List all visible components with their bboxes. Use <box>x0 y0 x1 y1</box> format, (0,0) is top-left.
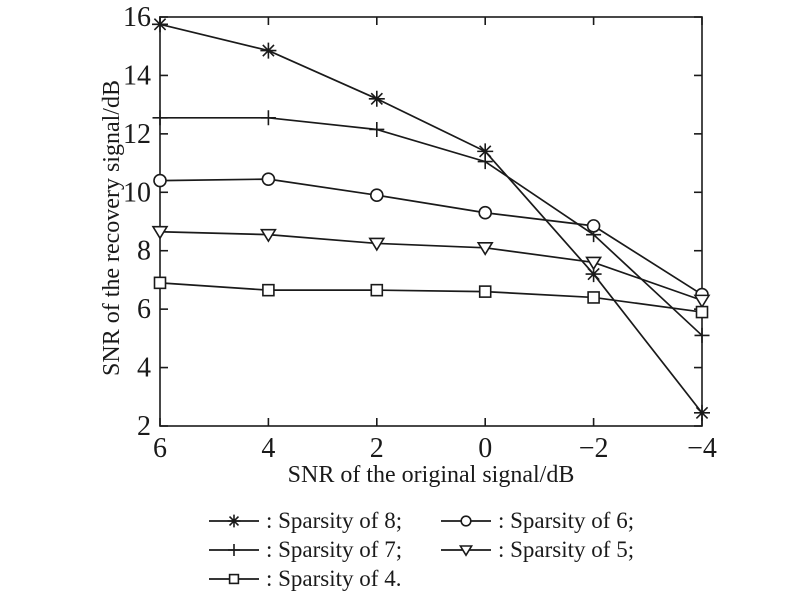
marker-square <box>370 283 384 297</box>
marker-triangle-down <box>368 237 386 252</box>
marker-asterisk <box>152 16 168 33</box>
y-tick-label: 12 <box>123 119 151 150</box>
axes-box <box>159 16 703 427</box>
marker-square <box>262 283 275 297</box>
marker-asterisk <box>694 404 710 421</box>
y-tick-label: 2 <box>137 411 151 442</box>
x-tick-label: −4 <box>687 433 717 464</box>
marker-circle <box>460 514 472 527</box>
legend-entry-sparsity-5: : Sparsity of 5; <box>440 537 634 563</box>
marker-square <box>587 291 600 304</box>
marker-circle <box>478 205 493 220</box>
legend-label: : Sparsity of 5; <box>498 536 635 562</box>
y-tick-label: 14 <box>123 60 151 91</box>
marker-square <box>228 573 240 584</box>
marker-triangle-down <box>151 225 169 240</box>
y-tick-label: 8 <box>137 236 151 267</box>
legend-label: : Sparsity of 4. <box>266 565 402 591</box>
legend-label: : Sparsity of 6; <box>498 507 635 533</box>
legend-entry-sparsity-7: : Sparsity of 7; <box>208 537 440 563</box>
x-tick-label: 6 <box>153 433 167 464</box>
legend-entry-sparsity-8: : Sparsity of 8; <box>208 508 440 534</box>
marker-triangle-down <box>693 294 711 309</box>
marker-asterisk <box>585 266 602 283</box>
marker-plus <box>694 327 710 343</box>
marker-asterisk <box>227 514 241 527</box>
marker-plus <box>228 543 240 556</box>
legend-row: : Sparsity of 4. <box>208 564 634 593</box>
plot-canvas: 6 4 2 0 −2 −4 2 4 6 8 10 12 14 16 <box>123 2 717 464</box>
legend-row: : Sparsity of 7; : Sparsity of 5; <box>208 535 634 564</box>
marker-plus <box>369 121 385 137</box>
marker-circle <box>369 188 384 203</box>
series-line-sparsity-of-8 <box>159 23 703 414</box>
marker-triangle-down <box>259 228 277 243</box>
legend-label: : Sparsity of 8; <box>266 507 403 533</box>
marker-square <box>478 285 492 298</box>
y-tick-label: 4 <box>137 353 151 384</box>
marker-plus <box>152 110 168 126</box>
marker-asterisk <box>368 90 385 107</box>
legend-marker-plus-icon <box>209 543 259 556</box>
marker-triangle-down <box>476 241 494 256</box>
marker-circle <box>586 219 601 233</box>
marker-plus <box>260 110 276 126</box>
y-axis-title: SNR of the recovery signal/dB <box>99 80 125 376</box>
y-tick-label: 6 <box>137 294 151 325</box>
legend: : Sparsity of 8; : Sparsity of 6; : Spar… <box>208 506 634 593</box>
x-tick-label: 4 <box>261 433 275 464</box>
y-tick-label: 10 <box>123 177 151 208</box>
x-axis-title: SNR of the original signal/dB <box>287 462 575 488</box>
marker-circle <box>153 173 167 188</box>
legend-marker-circle-icon <box>441 514 491 527</box>
y-tick-label: 16 <box>123 2 151 33</box>
marker-square <box>153 276 167 290</box>
legend-marker-asterisk-icon <box>209 514 259 527</box>
marker-asterisk <box>260 42 277 59</box>
x-tick-label: 0 <box>478 433 492 464</box>
legend-entry-sparsity-6: : Sparsity of 6; <box>440 508 634 534</box>
series-line-sparsity-of-6 <box>159 178 703 296</box>
legend-marker-triangle-down-icon <box>441 544 491 557</box>
legend-entry-sparsity-4: : Sparsity of 4. <box>208 566 440 592</box>
x-tick-label: 2 <box>370 433 384 464</box>
marker-triangle-down <box>585 256 603 271</box>
series-line-sparsity-of-4 <box>159 282 703 313</box>
marker-triangle-down <box>458 544 474 557</box>
series-line-sparsity-of-7 <box>160 116 703 337</box>
marker-circle <box>261 172 276 186</box>
series-line-sparsity-of-5 <box>159 230 703 302</box>
legend-label: : Sparsity of 7; <box>266 536 403 562</box>
legend-row: : Sparsity of 8; : Sparsity of 6; <box>208 506 634 535</box>
x-tick-label: −2 <box>579 433 609 464</box>
marker-plus <box>477 154 493 170</box>
marker-square <box>695 305 709 319</box>
legend-marker-square-icon <box>209 573 259 584</box>
marker-asterisk <box>477 143 494 160</box>
